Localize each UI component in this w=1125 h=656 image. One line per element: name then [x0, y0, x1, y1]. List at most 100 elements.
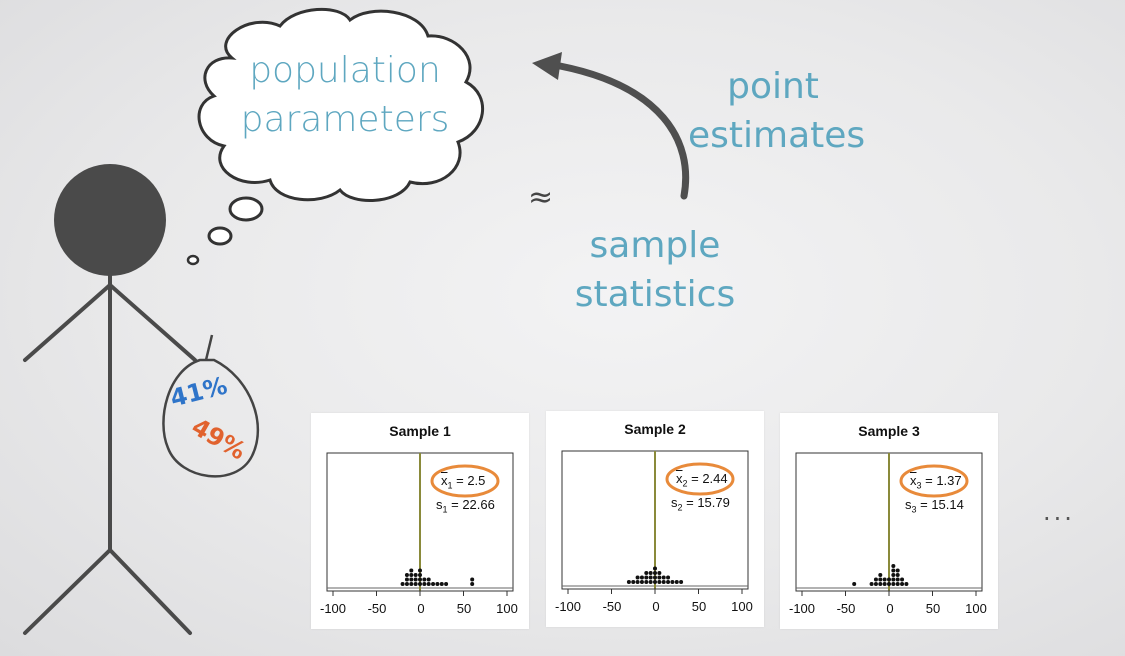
- point-estimates-label: point estimates: [688, 62, 866, 160]
- data-point: [674, 580, 679, 584]
- sample-statistics-line1: sample: [589, 225, 721, 266]
- data-point: [891, 577, 896, 582]
- data-point: [418, 568, 422, 573]
- data-point: [661, 575, 666, 580]
- sample-mean: x2 = 2.44: [676, 471, 728, 489]
- sample-panel-2: Sample 2 x2 = 2.44 s2 = 15.79 -100 -50 0…: [546, 411, 764, 627]
- data-point: [873, 577, 878, 582]
- sample-mean: x1 = 2.5: [441, 473, 485, 491]
- bag-tie: [204, 334, 214, 361]
- data-point: [426, 577, 431, 582]
- x-tick-label: -50: [836, 601, 856, 616]
- sd-value: = 15.79: [682, 495, 730, 510]
- data-point: [639, 575, 644, 580]
- sd-value: = 15.14: [916, 497, 964, 512]
- x-tick-label: -100: [788, 601, 816, 616]
- sd-symbol: s: [671, 495, 678, 510]
- mean-subscript: 3: [916, 480, 922, 491]
- sd-subscript: 1: [442, 504, 448, 515]
- data-point: [422, 582, 427, 586]
- data-point: [873, 582, 878, 586]
- data-point: [431, 582, 436, 586]
- data-point: [657, 571, 662, 575]
- data-point: [878, 573, 883, 577]
- sample-title: Sample 1: [389, 423, 451, 439]
- sample-panel-3: Sample 3 x3 = 1.37 s3 = 15.14 -100 -50 0…: [780, 413, 998, 629]
- x-tick-label: -50: [602, 599, 622, 614]
- data-point: [670, 580, 675, 584]
- data-point: [418, 577, 422, 582]
- mean-highlight-circle: [899, 464, 969, 498]
- data-point: [887, 577, 891, 582]
- data-point: [426, 582, 431, 586]
- sample-sd: s2 = 15.79: [671, 495, 730, 513]
- sample-dotplot: [795, 452, 983, 596]
- x-tick-label: 50: [691, 599, 707, 614]
- x-tick-label: -50: [367, 601, 387, 616]
- sd-subscript: 3: [911, 504, 917, 515]
- data-point: [882, 582, 887, 586]
- data-point: [852, 582, 857, 586]
- sample-dotplot: [326, 452, 514, 596]
- data-point: [413, 577, 418, 582]
- x-tick-label: 0: [417, 601, 425, 616]
- data-point: [404, 577, 409, 582]
- mean-highlight-circle: [665, 462, 735, 496]
- stick-figure: [23, 164, 197, 635]
- data-point: [409, 577, 414, 582]
- data-point: [648, 575, 653, 580]
- data-point: [666, 575, 671, 580]
- data-point: [404, 573, 409, 577]
- point-estimates-line1: point: [727, 66, 819, 107]
- data-point: [435, 582, 440, 586]
- x-tick-label: 100: [496, 601, 518, 616]
- curved-arrow: [556, 62, 690, 200]
- data-point: [891, 573, 896, 577]
- data-point: [644, 571, 649, 575]
- data-point: [418, 582, 422, 586]
- data-point: [666, 580, 671, 584]
- data-point: [679, 580, 684, 584]
- cloud-label-line2: parameters: [240, 99, 450, 140]
- data-point: [422, 577, 427, 582]
- mean-subscript: 1: [447, 480, 453, 491]
- x-tick-label: 100: [965, 601, 987, 616]
- x-tick-label: -100: [554, 599, 582, 614]
- point-estimates-line2: estimates: [688, 115, 866, 156]
- data-point: [470, 582, 475, 586]
- data-point: [409, 568, 414, 573]
- data-point: [648, 571, 653, 575]
- sample-mean: x3 = 1.37: [910, 473, 962, 491]
- x-tick-label: 0: [652, 599, 660, 614]
- cloud-label-line1: population: [249, 50, 441, 91]
- sd-symbol: s: [436, 497, 443, 512]
- data-point: [648, 580, 653, 584]
- data-point: [418, 573, 422, 577]
- data-point: [895, 582, 900, 586]
- sample-dotplot: [561, 450, 749, 594]
- mean-symbol: x: [441, 473, 448, 488]
- data-point: [878, 582, 883, 586]
- data-point: [887, 582, 891, 586]
- sample-title: Sample 3: [858, 423, 920, 439]
- sd-subscript: 2: [677, 502, 683, 513]
- thought-bubble-small: [186, 254, 200, 266]
- thought-bubble-large: [228, 196, 264, 222]
- data-point: [904, 582, 909, 586]
- data-point: [635, 580, 640, 584]
- data-point: [409, 582, 414, 586]
- data-point: [895, 568, 900, 573]
- approx-symbol: ≈: [528, 180, 554, 215]
- data-point: [413, 582, 418, 586]
- sample-statistics-line2: statistics: [574, 274, 736, 315]
- data-point: [409, 573, 414, 577]
- data-point: [900, 577, 905, 582]
- data-point: [404, 582, 409, 586]
- sd-value: = 22.66: [447, 497, 495, 512]
- x-tick-label: 50: [925, 601, 941, 616]
- data-point: [900, 582, 905, 586]
- x-tick-label: 50: [456, 601, 472, 616]
- more-samples-ellipsis: ...: [1043, 498, 1075, 526]
